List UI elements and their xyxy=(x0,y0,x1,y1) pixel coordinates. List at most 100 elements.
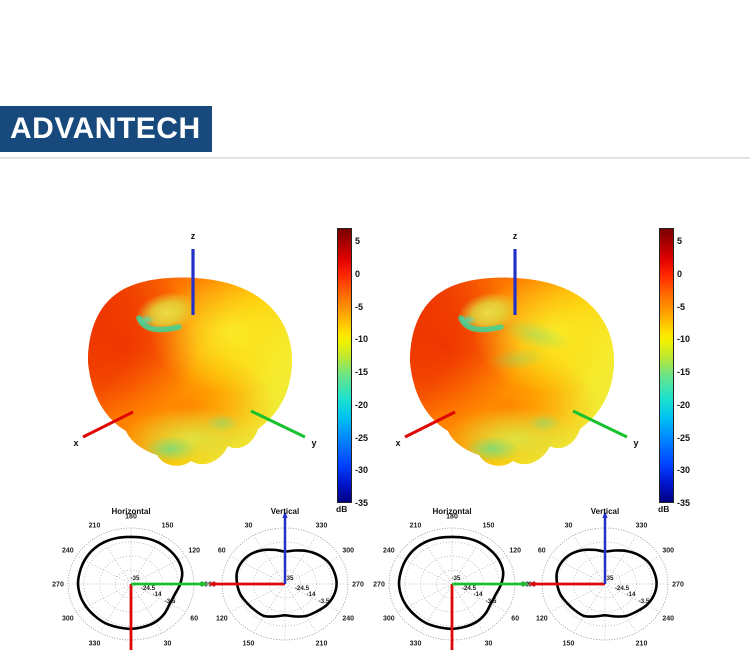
polar-angle-label: 330 xyxy=(410,640,422,647)
polar-radius-label: -14 xyxy=(626,591,636,598)
polar-angle-label: 240 xyxy=(662,616,674,623)
colorbar-tick-label: -25 xyxy=(355,432,369,443)
x-axis-line xyxy=(404,410,456,439)
colorbar-tick-label: -20 xyxy=(355,399,369,410)
polar-plot-vertical-1: 306090120150210240270300330-35-24.5-14-3… xyxy=(205,505,365,650)
polar-plot-horizontal-2: 306090120150180210240270300330-35-24.5-1… xyxy=(372,505,532,650)
polar-grid-outer-ring xyxy=(221,527,349,641)
polar-title: Horizontal xyxy=(432,507,471,516)
polar-angle-label: 240 xyxy=(342,616,354,623)
polar-angle-label: 180 xyxy=(125,514,137,521)
polar-plot-horizontal-1: 306090120150180210240270300330-35-24.5-1… xyxy=(51,505,211,650)
polar-grid-spoke xyxy=(230,555,282,583)
colorbar-tick-label: -35 xyxy=(355,498,369,508)
polar-grid-spoke xyxy=(286,535,317,582)
polar-angle-label: 120 xyxy=(536,616,548,623)
polar-angle-label: 270 xyxy=(373,582,385,589)
polar-title: Vertical xyxy=(591,507,619,516)
radiation-pattern-curve xyxy=(555,548,658,618)
polar-grid-spoke xyxy=(286,586,317,633)
colorbar-tick-label: -5 xyxy=(677,301,686,312)
polar-angle-label: 150 xyxy=(563,640,575,647)
radiation-blob xyxy=(88,277,293,466)
radiation-pattern-curve xyxy=(76,535,184,631)
polar-angle-label: 30 xyxy=(164,640,172,647)
polar-radius-label: -24.5 xyxy=(462,585,477,592)
polar-axis-arrow xyxy=(528,581,535,587)
polar-angle-label: 30 xyxy=(485,640,493,647)
polar-grid-spoke xyxy=(253,535,284,582)
polar-grid-spoke xyxy=(420,586,451,633)
polar-angle-label: 150 xyxy=(483,523,495,530)
polar-axis-arrow xyxy=(282,511,288,518)
x-axis-label: x xyxy=(395,438,400,448)
colorbar-tick-label: 5 xyxy=(355,236,361,247)
colorbar-tick-label: -30 xyxy=(355,465,369,476)
polar-angle-label: 300 xyxy=(62,616,74,623)
z-axis-label: z xyxy=(513,231,518,241)
z-axis-label: z xyxy=(191,231,196,241)
polar-angle-label: 300 xyxy=(662,548,674,555)
colorbar-right xyxy=(659,228,674,503)
polar-angle-label: 120 xyxy=(188,548,200,555)
polar-radius-label: -3.5 xyxy=(319,598,330,605)
polar-angle-label: 60 xyxy=(218,548,226,555)
colorbar-right-labels: dB 5 0 -5 -10 -15 -20 -25 -30 -35 xyxy=(658,228,704,520)
colorbar-tick-label: -35 xyxy=(677,498,691,508)
advantech-logo-text: ADVANTECH xyxy=(10,112,201,145)
polar-grid-spoke xyxy=(99,586,130,633)
polar-axis-arrow xyxy=(522,581,529,587)
polar-radius-label: -35 xyxy=(130,575,140,582)
y-axis-line xyxy=(572,409,628,439)
polar-axis-arrow xyxy=(602,511,608,518)
advantech-logo: ADVANTECH xyxy=(0,106,212,152)
polar-angle-label: 210 xyxy=(89,523,101,530)
colorbar-tick-label: 0 xyxy=(355,268,361,279)
polar-radius-label: -24.5 xyxy=(141,585,156,592)
polar-angle-label: 270 xyxy=(352,582,364,589)
polar-grid-spoke xyxy=(455,585,507,613)
colorbar-left-labels: dB 5 0 -5 -10 -15 -20 -25 -30 -35 xyxy=(336,228,382,520)
polar-grid-spoke xyxy=(253,586,284,633)
polar-angle-label: 270 xyxy=(672,582,684,589)
surface-plot-right: z x y xyxy=(395,231,639,466)
polar-axis-arrow xyxy=(201,581,208,587)
polar-radius-label: -14 xyxy=(473,591,483,598)
colorbar-tick-label: 5 xyxy=(677,236,683,247)
polar-grid-spoke xyxy=(550,585,602,613)
radiation-blob xyxy=(410,277,615,466)
polar-angle-label: 300 xyxy=(342,548,354,555)
colorbar-tick-label: -15 xyxy=(677,367,691,378)
polar-grid-spoke xyxy=(132,586,163,633)
polar-angle-label: 270 xyxy=(52,582,64,589)
polar-angle-label: 210 xyxy=(410,523,422,530)
radiation-pattern-curve xyxy=(235,548,338,618)
polar-plot-vertical-2: 306090120150210240270300330-35-24.5-14-3… xyxy=(525,505,685,650)
radiation-pattern-curve xyxy=(397,535,505,631)
polar-grid-spoke xyxy=(608,555,660,583)
colorbar-tick-label: -5 xyxy=(355,301,364,312)
polar-grid-spoke xyxy=(397,585,449,613)
polar-grid-spoke xyxy=(573,586,604,633)
polar-radius-label: -24.5 xyxy=(615,585,630,592)
polar-angle-label: 150 xyxy=(243,640,255,647)
polar-angle-label: 180 xyxy=(446,514,458,521)
polar-angle-label: 120 xyxy=(509,548,521,555)
x-axis-line xyxy=(82,410,134,439)
colorbar-tick-label: -10 xyxy=(677,334,691,345)
polar-grid-spoke xyxy=(288,585,340,613)
surface-plot-left: z x y xyxy=(73,231,317,466)
header-divider xyxy=(0,157,750,159)
colorbar-unit: dB xyxy=(336,504,348,514)
polar-angle-label: 330 xyxy=(636,523,648,530)
polar-radius-label: -24.5 xyxy=(295,585,310,592)
polar-radius-label: -3.5 xyxy=(639,598,650,605)
polar-angle-label: 30 xyxy=(245,523,253,530)
polar-angle-label: 210 xyxy=(636,640,648,647)
polar-axis-arrow xyxy=(208,581,215,587)
polar-radius-label: -35 xyxy=(451,575,461,582)
polar-angle-label: 240 xyxy=(383,548,395,555)
polar-grid-spoke xyxy=(76,585,128,613)
polar-radius-label: -35 xyxy=(604,575,614,582)
